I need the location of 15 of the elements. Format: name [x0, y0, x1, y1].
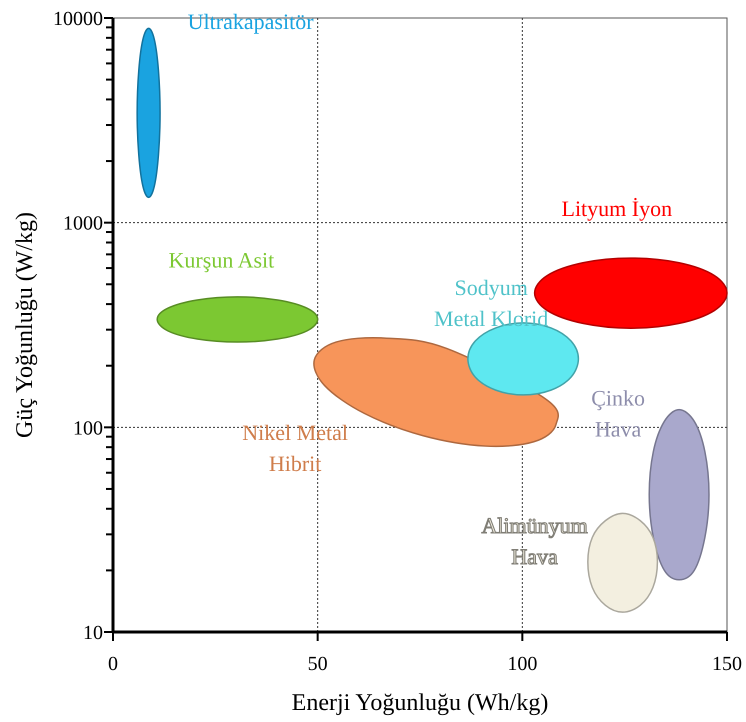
series-label: Kurşun Asit — [168, 247, 274, 272]
y-tick-label: 10000 — [53, 8, 103, 30]
y-tick-label: 1000 — [63, 212, 103, 235]
y-tick-label: 10 — [83, 622, 103, 644]
x-tick-label: 100 — [507, 653, 538, 675]
series-label: Çinko Hava — [591, 386, 646, 442]
x-tick-label: 0 — [108, 653, 118, 675]
x-axis-title: Enerji Yoğunluğu (Wh/kg) — [292, 690, 548, 716]
x-tick-label: 150 — [712, 653, 742, 675]
y-tick-label: 100 — [73, 417, 103, 440]
series-label: Lityum İyon — [562, 196, 672, 222]
series-label: Alimünyum Hava — [481, 512, 588, 569]
y-axis-title: Güç Yoğunluğu (W/kg) — [12, 212, 38, 438]
series-label: Nikel Metal Hibrit — [242, 420, 348, 476]
x-tick-label: 50 — [308, 653, 328, 675]
